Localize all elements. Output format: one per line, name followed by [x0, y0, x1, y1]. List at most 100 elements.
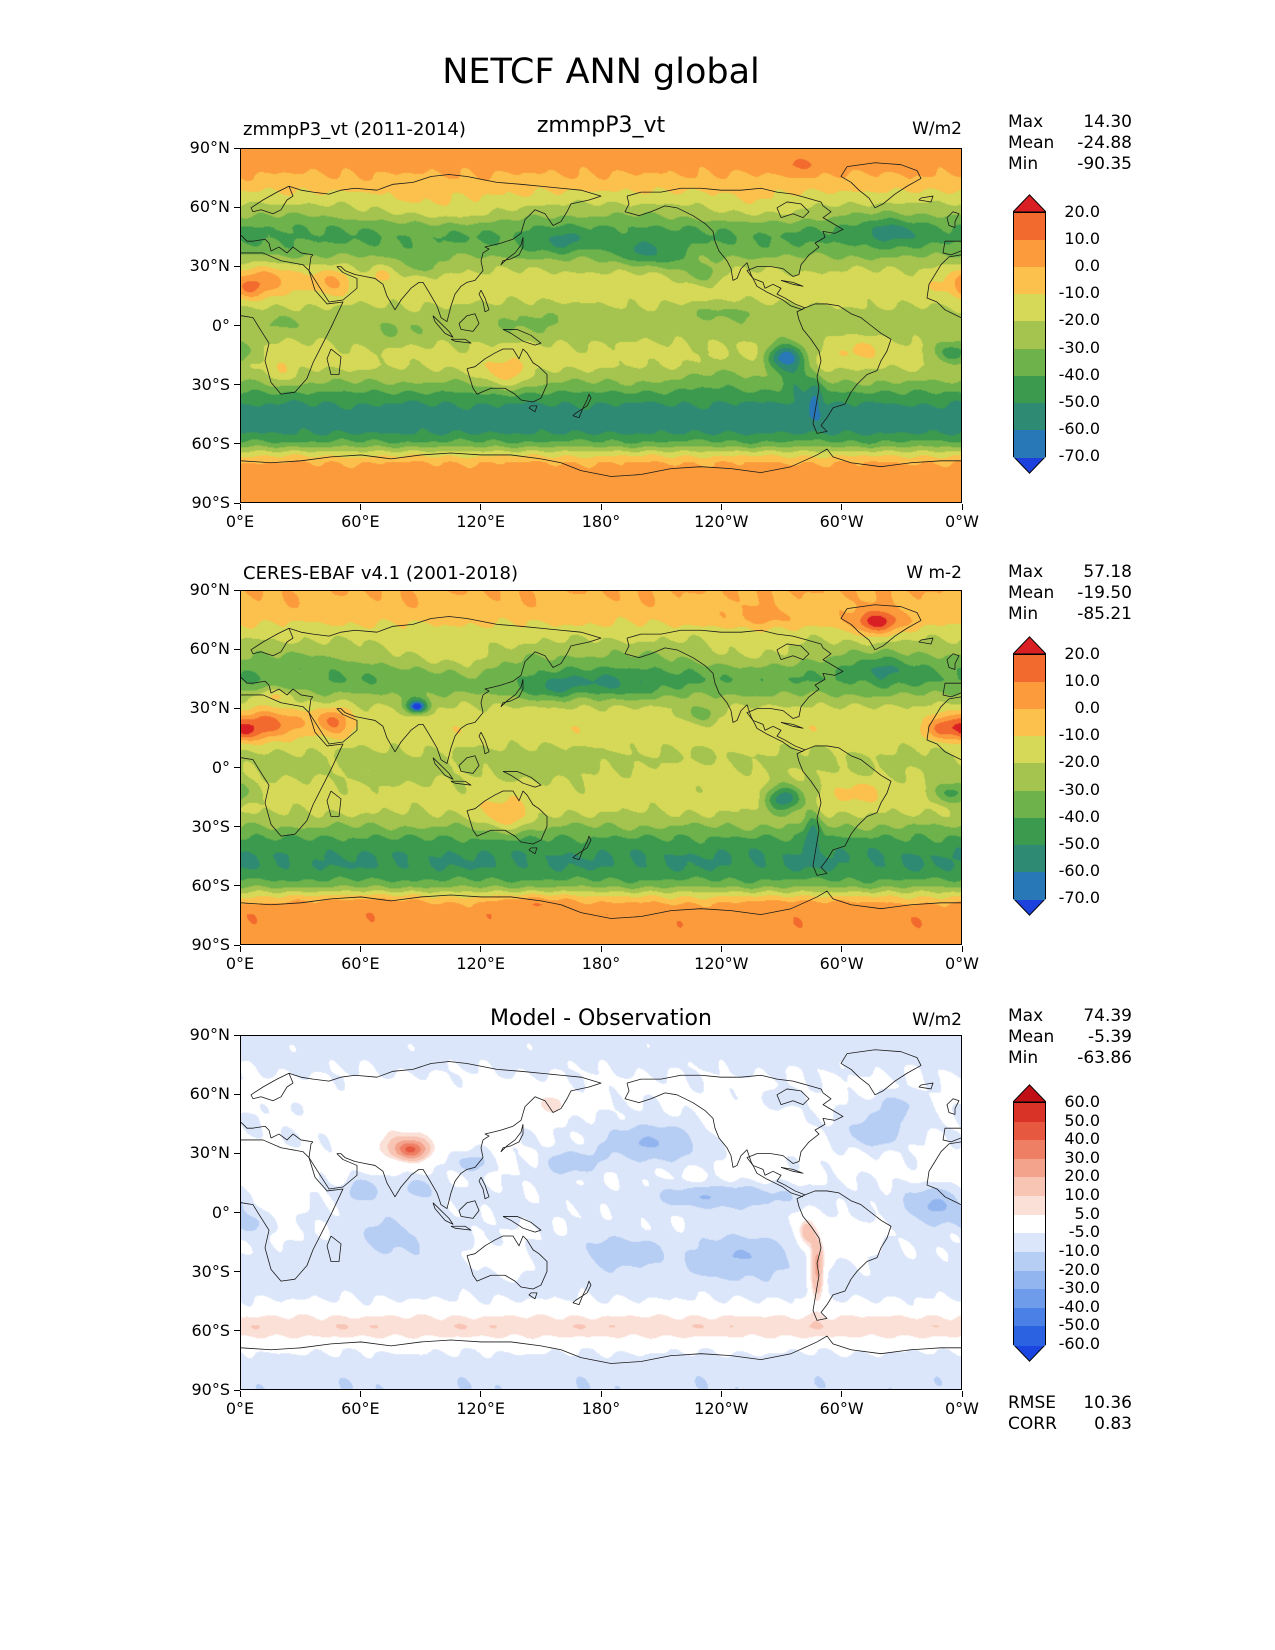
- lon-tick-label: 60°W: [819, 1399, 864, 1418]
- lat-tick-label: 30°N: [189, 698, 230, 718]
- colorbar-band: [1014, 402, 1045, 431]
- lat-tick-label: 30°N: [189, 1143, 230, 1163]
- lon-tick-mark: [600, 504, 602, 510]
- colorbar-tick-label: -5.0: [1068, 1222, 1100, 1242]
- colorbar-tick-label: 5.0: [1074, 1203, 1100, 1223]
- lon-tick-label: 0°W: [945, 954, 979, 973]
- colorbar-band: [1014, 1177, 1045, 1197]
- lon-tick-label: 120°W: [694, 954, 749, 973]
- stat-value: 0.83: [1094, 1414, 1132, 1434]
- lat-tick-label: 60°N: [189, 1084, 230, 1104]
- lat-tick-mark: [234, 1389, 240, 1391]
- stat-label: Mean: [1008, 1027, 1055, 1047]
- colorbar-arrow-up: [1013, 1084, 1046, 1102]
- stat-min: Min -85.21: [1008, 604, 1132, 625]
- lon-tick-mark: [600, 1391, 602, 1397]
- lon-tick-mark: [841, 1391, 843, 1397]
- lon-tick-label: 120°E: [456, 512, 505, 531]
- colorbar-band: [1014, 1121, 1045, 1141]
- lon-tick-label: 180°: [581, 512, 621, 531]
- colorbar-band: [1014, 1214, 1045, 1234]
- stat-label: Mean: [1008, 133, 1055, 153]
- panel-title-left: zmmpP3_vt (2011-2014): [243, 119, 466, 140]
- lat-tick-mark: [234, 1034, 240, 1036]
- skill-scores-block: RMSE 10.36 CORR 0.83: [1008, 1393, 1132, 1435]
- stat-mean: Mean -5.39: [1008, 1027, 1132, 1048]
- map-model: [240, 148, 962, 503]
- colorbar-tick-label: -50.0: [1058, 833, 1100, 853]
- colorbar-tick-label: -20.0: [1058, 1259, 1100, 1279]
- stat-label: RMSE: [1008, 1393, 1057, 1413]
- lat-tick-mark: [234, 707, 240, 709]
- lat-tick-mark: [234, 325, 240, 326]
- lon-tick-label: 60°W: [819, 954, 864, 973]
- colorbar-tick-label: 0.0: [1074, 256, 1100, 276]
- colorbar-band: [1014, 1326, 1045, 1346]
- colorbar-tick-label: -30.0: [1058, 779, 1100, 799]
- figure-title: NETCF ANN global: [442, 52, 760, 92]
- panel-units: W m-2: [906, 563, 962, 583]
- lon-tick-mark: [239, 1391, 241, 1397]
- lat-tick-label: 60°S: [191, 875, 230, 895]
- stat-value: 10.36: [1083, 1393, 1132, 1413]
- lat-tick-label: 30°N: [189, 256, 230, 276]
- colorbar-arrow-up: [1013, 194, 1046, 212]
- lon-tick-label: 0°E: [225, 954, 255, 973]
- colorbar-body: [1013, 1102, 1046, 1346]
- colorbar-band: [1014, 655, 1045, 683]
- lat-tick-mark: [234, 885, 240, 887]
- lon-tick-mark: [720, 946, 722, 952]
- map-observation: [240, 590, 962, 945]
- lon-tick-mark: [961, 504, 963, 510]
- stat-max: Max 74.39: [1008, 1006, 1132, 1027]
- colorbar-tick-label: 60.0: [1064, 1092, 1100, 1111]
- lat-tick-label: 60°N: [189, 639, 230, 659]
- colorbar-band: [1014, 1196, 1045, 1216]
- colorbar-tick-label: -40.0: [1058, 1296, 1100, 1316]
- lat-tick-label: 90°N: [189, 580, 230, 599]
- lon-tick-mark: [480, 1391, 482, 1397]
- lat-tick-mark: [234, 384, 240, 386]
- lat-tick-mark: [234, 1093, 240, 1095]
- panel-title-center: Model - Observation: [490, 1006, 712, 1031]
- colorbar-tick-label: -20.0: [1058, 752, 1100, 772]
- lat-tick-mark: [234, 589, 240, 591]
- lon-tick-label: 60°W: [819, 512, 864, 531]
- colorbar-band: [1014, 790, 1045, 819]
- lat-tick-mark: [234, 648, 240, 650]
- colorbar-band: [1014, 1158, 1045, 1179]
- colorbar-tick-label: -40.0: [1058, 364, 1100, 384]
- lat-tick-mark: [234, 206, 240, 208]
- stats-block-observation: Max 57.18 Mean -19.50 Min -85.21: [1008, 562, 1132, 625]
- lon-tick-label: 0°W: [945, 1399, 979, 1418]
- colorbar-body: [1013, 212, 1046, 458]
- lon-tick-label: 0°E: [225, 512, 255, 531]
- difference-map-canvas: [241, 1036, 961, 1389]
- lat-tick-mark: [234, 767, 240, 768]
- lat-tick-mark: [234, 1271, 240, 1273]
- stat-corr: CORR 0.83: [1008, 1414, 1132, 1435]
- lat-tick-mark: [234, 1212, 240, 1213]
- stat-label: Min: [1008, 154, 1039, 174]
- colorbar-model: 20.0 10.0 0.0 -10.0 -20.0 -30.0 -40.0 -50.0 -60.…: [1013, 194, 1100, 474]
- lat-tick-mark: [234, 944, 240, 946]
- colorbar-tick-label: 0.0: [1074, 698, 1100, 718]
- lat-tick-label: 0°: [211, 1202, 230, 1222]
- stat-value: -19.50: [1077, 583, 1132, 603]
- lat-tick-mark: [234, 1330, 240, 1332]
- lon-tick-mark: [841, 946, 843, 952]
- colorbar-tick-label: -70.0: [1058, 888, 1100, 907]
- stat-label: Mean: [1008, 583, 1055, 603]
- lat-tick-mark: [234, 443, 240, 445]
- stat-value: -90.35: [1077, 154, 1132, 174]
- colorbar-tick-label: -40.0: [1058, 806, 1100, 826]
- lon-tick-mark: [480, 504, 482, 510]
- lon-tick-mark: [359, 504, 361, 510]
- colorbar-arrow-up: [1013, 636, 1046, 654]
- colorbar-tick-label: 10.0: [1064, 1185, 1100, 1205]
- stats-block-difference: Max 74.39 Mean -5.39 Min -63.86: [1008, 1006, 1132, 1069]
- lon-tick-mark: [600, 946, 602, 952]
